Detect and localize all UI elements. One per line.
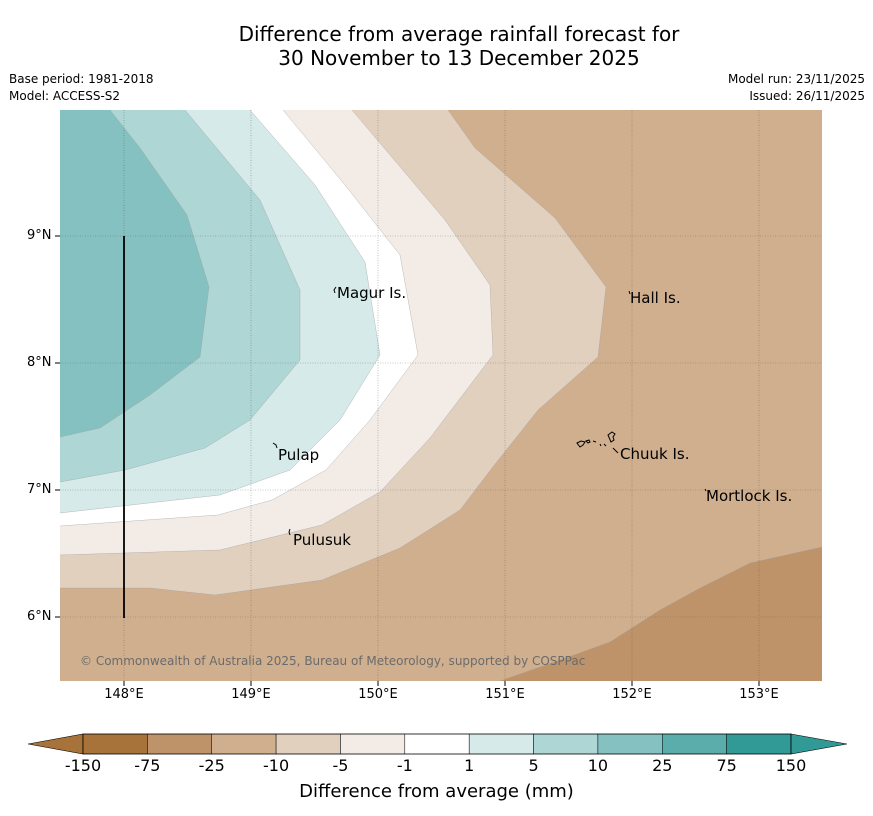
colorbar-tick-label: 75	[716, 756, 737, 775]
colorbar-tick-label: 5	[528, 756, 539, 775]
model-run: Model run: 23/11/2025	[727, 72, 865, 86]
lat-label-8n: 8°N	[27, 355, 52, 370]
zone-dry-75	[500, 547, 822, 681]
colorbar-tick-label: -75	[134, 756, 161, 775]
lon-label-149e: 149°E	[231, 687, 271, 702]
zone-wet-10	[60, 110, 209, 437]
lon-label-152e: 152°E	[612, 687, 652, 702]
colorbar-tick-label: 25	[652, 756, 673, 775]
colorbar-tick-label: -1	[396, 756, 413, 775]
lon-label-153e: 153°E	[739, 687, 779, 702]
place-mortlock: Mortlock Is.	[706, 487, 793, 505]
issued-date: Issued: 26/11/2025	[749, 89, 865, 103]
lat-label-9n: 9°N	[27, 228, 52, 243]
lon-label-150e: 150°E	[358, 687, 398, 702]
colorbar-tick-label: -5	[332, 756, 349, 775]
colorbar-tick-label: -10	[263, 756, 290, 775]
base-period: Base period: 1981-2018	[9, 72, 154, 86]
island-outlines	[272, 286, 707, 536]
place-pulap: Pulap	[278, 446, 320, 464]
colorbar-tick-label: -25	[198, 756, 225, 775]
colorbar-title: Difference from average (mm)	[299, 781, 574, 802]
lon-label-148e: 148°E	[104, 687, 144, 702]
model-name: Model: ACCESS-S2	[9, 89, 121, 103]
metadata-left: Base period: 1981-2018 Model: ACCESS-S2	[9, 71, 154, 105]
place-chuuk: Chuuk Is.	[620, 445, 690, 463]
lon-label-151e: 151°E	[485, 687, 525, 702]
colorbar-tick-label: -150	[64, 756, 102, 775]
title-line-1: Difference from average rainfall forecas…	[238, 22, 680, 46]
map-title: Difference from average rainfall forecas…	[0, 22, 873, 70]
metadata-right: Model run: 23/11/2025 Issued: 26/11/2025	[728, 71, 865, 105]
copyright-notice: © Commonwealth of Australia 2025, Bureau…	[80, 654, 586, 668]
place-hall: Hall Is.	[630, 289, 681, 307]
place-pulusuk: Pulusuk	[293, 531, 351, 549]
graticule	[60, 110, 822, 681]
title-line-2: 30 November to 13 December 2025	[278, 46, 640, 70]
colorbar-tick-label: 10	[587, 756, 609, 775]
colorbar-tick-label: 150	[775, 756, 807, 775]
chuuk-lagoon	[576, 431, 619, 454]
lat-label-7n: 7°N	[27, 482, 52, 497]
colorbar-tick-label: 1	[464, 756, 475, 775]
lat-label-6n: 6°N	[27, 609, 52, 624]
place-magur: Magur Is.	[337, 284, 407, 302]
